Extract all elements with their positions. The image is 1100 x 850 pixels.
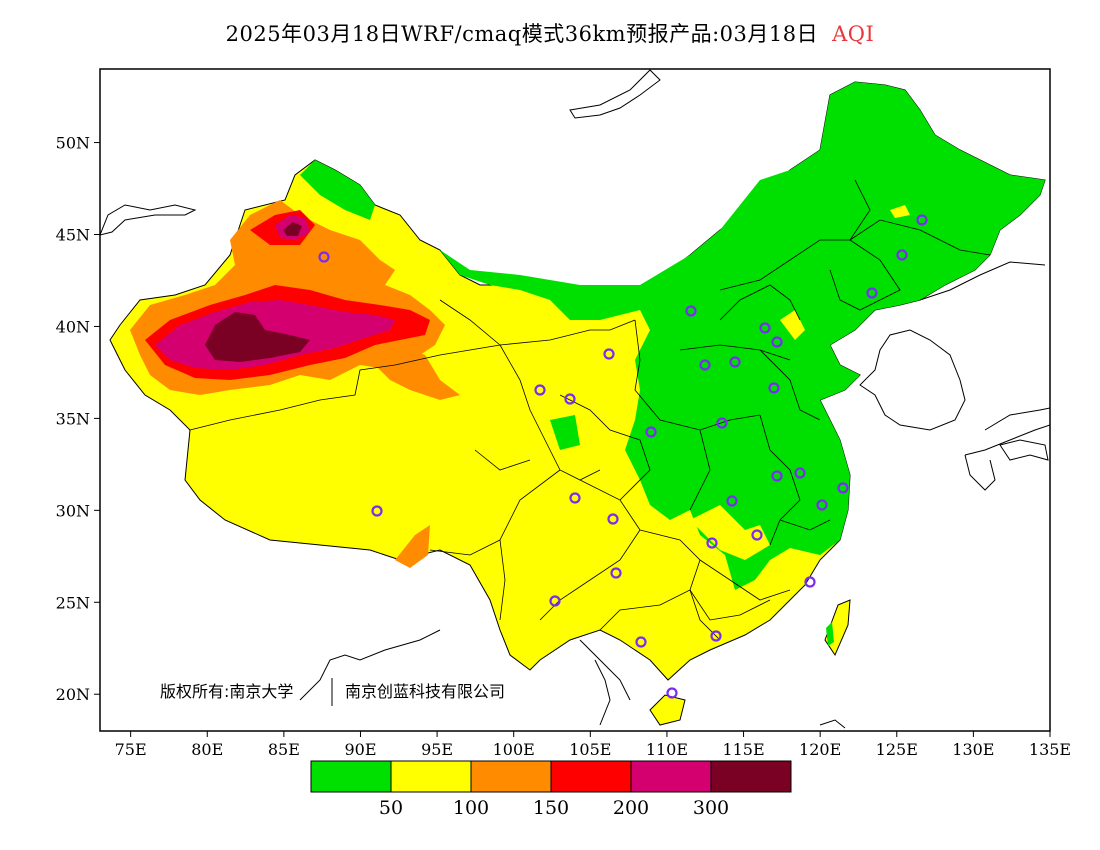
lat-tick-label: 45N <box>56 226 90 245</box>
lon-tick-label: 80E <box>191 740 223 759</box>
station-marker <box>837 482 849 494</box>
province-borders <box>189 179 991 641</box>
legend-label: 150 <box>533 797 569 819</box>
green-strip-xinjiang <box>300 160 375 220</box>
title-text: 2025年03月18日WRF/cmaq模式36km预报产品:03月18日 <box>225 22 819 46</box>
lon-tick-label: 95E <box>421 740 453 759</box>
lon-tick-label: 100E <box>493 740 535 759</box>
taiwan-green <box>826 622 834 646</box>
lon-tick-label: 115E <box>722 740 764 759</box>
station-marker <box>706 537 718 549</box>
lat-tick-label: 50N <box>56 134 90 153</box>
legend-swatch <box>550 760 632 793</box>
station-marker <box>685 305 697 317</box>
orange-patch-gansu <box>360 345 460 400</box>
copyright-owner2: 南京创蓝科技有限公司 <box>345 682 505 701</box>
green-patch-qinghai <box>550 415 580 450</box>
orange-patch-tibet <box>395 525 430 568</box>
station-marker <box>666 687 678 699</box>
station-marker <box>569 492 581 504</box>
copyright-owner1: 版权所有:南京大学 <box>160 682 293 701</box>
station-marker <box>771 470 783 482</box>
island-hainan <box>649 694 686 726</box>
legend-swatch <box>470 760 552 793</box>
lon-tick-label: 130E <box>952 740 994 759</box>
station-marker <box>371 505 383 517</box>
station-marker <box>564 393 576 405</box>
station-marker <box>710 630 722 642</box>
station-marker <box>534 384 546 396</box>
lon-tick-label: 85E <box>268 740 300 759</box>
station-marker <box>549 595 561 607</box>
lat-tick-label: 40N <box>56 317 90 336</box>
legend-swatch <box>390 760 472 793</box>
neighbour-outlines <box>100 69 1050 729</box>
map-axes: 75E 80E 85E 90E 95E 100E 105E 110E 115E 120E 125E 1… <box>56 134 1071 759</box>
station-marker <box>751 529 763 541</box>
station-marker <box>610 567 622 579</box>
lon-tick-label: 110E <box>646 740 688 759</box>
lon-tick-label: 75E <box>115 740 147 759</box>
aqi-zone-maroon <box>205 312 310 362</box>
map-title: 2025年03月18日WRF/cmaq模式36km预报产品:03月18日 AQI <box>0 18 1100 48</box>
yellow-pocket-east <box>690 505 770 560</box>
station-marker <box>768 382 780 394</box>
title-variable: AQI <box>832 22 875 46</box>
map-content: 版权所有:南京大学 南京创蓝科技有限公司 <box>100 69 1050 729</box>
legend-swatch <box>710 760 792 793</box>
lon-tick-label: 125E <box>876 740 918 759</box>
legend-label: 100 <box>453 797 489 819</box>
station-marker <box>866 287 878 299</box>
lon-tick-label: 135E <box>1029 740 1071 759</box>
station-marker <box>916 214 928 226</box>
station-marker <box>759 322 771 334</box>
lat-tick-label: 20N <box>56 685 90 704</box>
station-marker <box>318 251 330 263</box>
yellow-patch-northeast <box>890 205 910 218</box>
legend-swatch <box>630 760 712 793</box>
legend-label: 300 <box>693 797 729 819</box>
legend-label: 50 <box>379 797 403 819</box>
lon-tick-label: 120E <box>799 740 841 759</box>
station-marker <box>726 495 738 507</box>
station-marker <box>816 499 828 511</box>
station-marker <box>603 348 615 360</box>
station-marker <box>804 576 816 588</box>
station-marker <box>635 636 647 648</box>
station-marker <box>607 513 619 525</box>
map-frame <box>99 68 1051 732</box>
station-markers <box>318 214 928 699</box>
lon-tick-label: 105E <box>569 740 611 759</box>
legend-label: 200 <box>613 797 649 819</box>
station-marker <box>729 356 741 368</box>
lon-tick-label: 90E <box>344 740 376 759</box>
lat-tick-label: 25N <box>56 593 90 612</box>
lat-tick-label: 35N <box>56 409 90 428</box>
lat-tick-label: 30N <box>56 501 90 520</box>
station-marker <box>716 417 728 429</box>
station-marker <box>771 336 783 348</box>
station-marker <box>794 467 806 479</box>
station-marker <box>896 249 908 261</box>
station-marker <box>645 426 657 438</box>
legend-swatch <box>310 760 392 793</box>
maroon-patch-north <box>283 222 302 236</box>
station-marker <box>699 359 711 371</box>
aqi-legend: 50 100 150 200 300 <box>310 760 792 819</box>
